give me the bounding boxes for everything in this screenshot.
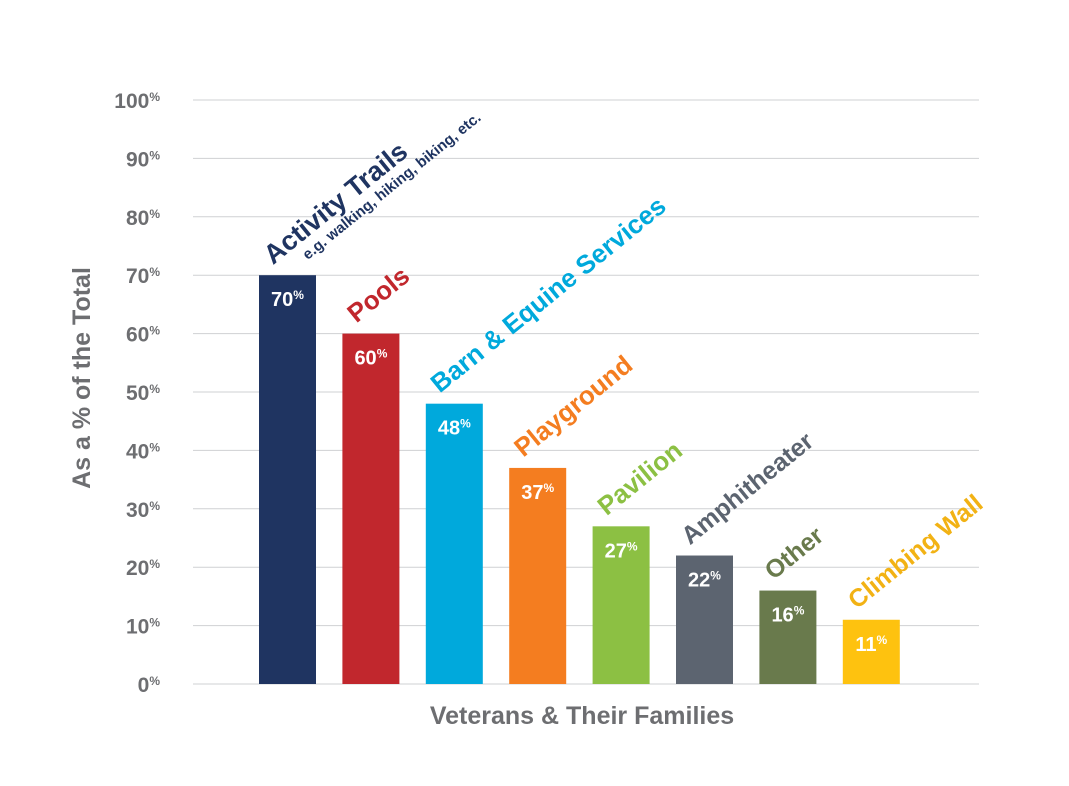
category-label: Other — [760, 521, 830, 585]
y-axis-title: As a % of the Total — [68, 267, 96, 489]
bar — [259, 275, 316, 684]
category-label-group: Pools — [341, 260, 415, 328]
category-label-group: Barn & Equine Services — [425, 190, 672, 398]
bar — [842, 619, 900, 684]
y-tick-label: 0% — [138, 674, 161, 697]
category-label: Climbing Wall — [843, 489, 988, 614]
category-label: Pavilion — [591, 435, 687, 521]
bars: 70%60%48%37%27%22%16%11% — [259, 275, 900, 684]
y-tick-unit: % — [149, 499, 160, 513]
bar-value-unit: % — [543, 481, 554, 495]
category-label: Playground — [508, 349, 638, 462]
y-tick-unit: % — [149, 674, 160, 688]
y-tick-unit: % — [149, 382, 160, 396]
y-tick-label: 10% — [126, 616, 160, 639]
bar — [425, 403, 483, 684]
bar — [759, 590, 817, 684]
y-tick-label: 90% — [126, 148, 160, 171]
category-sublabel: e.g. walking, hiking, biking, etc. — [299, 109, 484, 263]
bar-value-unit: % — [377, 347, 388, 361]
y-tick-unit: % — [149, 265, 160, 279]
y-tick-label: 50% — [126, 382, 160, 405]
category-label: Activity Trails — [258, 136, 413, 270]
bar-value-unit: % — [627, 539, 638, 553]
bar-value-unit: % — [460, 417, 471, 431]
y-tick-label: 60% — [126, 324, 160, 347]
y-tick-unit: % — [149, 324, 160, 338]
category-label-group: Pavilion — [591, 435, 687, 521]
y-tick-label: 100% — [114, 90, 160, 113]
bar-value-unit: % — [877, 633, 888, 647]
y-tick-unit: % — [149, 90, 160, 104]
category-label-group: Climbing Wall — [843, 489, 988, 614]
bar — [342, 333, 400, 684]
y-tick-label: 70% — [126, 265, 160, 288]
y-tick-unit: % — [149, 148, 160, 162]
y-tick-label: 40% — [126, 440, 160, 463]
bar-value-unit: % — [710, 569, 721, 583]
y-tick-label: 80% — [126, 207, 160, 230]
category-label-group: Playground — [508, 349, 638, 462]
bar — [509, 467, 567, 684]
x-axis-title: Veterans & Their Families — [430, 702, 734, 730]
y-tick-unit: % — [149, 616, 160, 630]
bar-value-unit: % — [794, 604, 805, 618]
bar — [676, 555, 733, 684]
y-axis-ticks: 0% 10% 20% 30% 40% 50% 60% 70% 80% 90% 100% — [114, 90, 160, 697]
y-tick-label: 30% — [126, 499, 160, 522]
bar-value-unit: % — [293, 288, 304, 302]
y-tick-unit: % — [149, 207, 160, 221]
category-label-group: Other — [760, 521, 830, 585]
grid — [193, 99, 979, 685]
y-tick-unit: % — [149, 440, 160, 454]
category-label: Pools — [341, 260, 415, 328]
category-label: Barn & Equine Services — [425, 190, 672, 398]
bar — [592, 526, 650, 684]
y-tick-unit: % — [149, 557, 160, 571]
y-tick-label: 20% — [126, 557, 160, 580]
